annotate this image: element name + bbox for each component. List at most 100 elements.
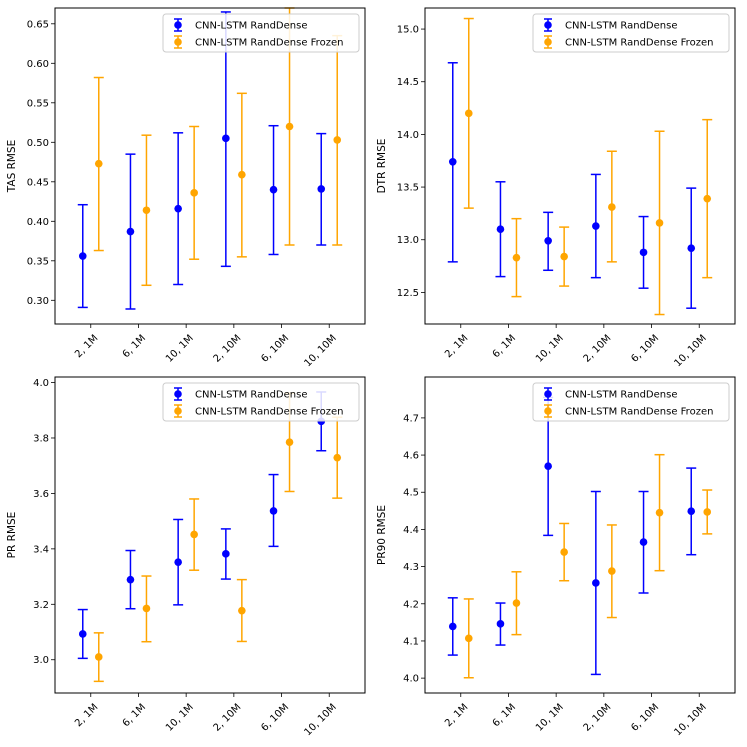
chart-panel-1: 0.30 0.35 0.40 0.45 0.50 0.55 0.60 0.65 2, 1M 6, …: [6, 7, 366, 369]
data-point: [560, 252, 568, 261]
y-tick-label: 4.5: [403, 488, 419, 499]
chart-panel-4: 4.0 4.1 4.2 4.3 4.4 4.5 4.6 4.7 2, 1M 6, 1M 10, 1M…: [376, 376, 736, 738]
data-point: [703, 194, 712, 203]
data-point: [687, 507, 696, 516]
y-tick-label: 4.4: [403, 525, 419, 536]
x-tick-label: 10, 10M: [673, 333, 709, 369]
legend: CNN-LSTM RandDense CNN-LSTM RandDense Fro…: [532, 13, 730, 53]
x-tick-label: 10, 1M: [534, 333, 566, 365]
data-point: [269, 507, 278, 515]
legend-label: CNN-LSTM RandDense Frozen: [195, 407, 343, 418]
legend-marker-icon: [544, 21, 552, 29]
y-tick-label: 4.3: [403, 562, 419, 573]
data-point: [639, 538, 648, 546]
data-point: [592, 222, 600, 230]
y-axis-label: PR RMSE: [6, 512, 18, 559]
y-tick-label: 3.0: [33, 655, 49, 666]
series-2: [463, 453, 713, 679]
y-axis-label: TAS RMSE: [6, 140, 18, 193]
data-point: [496, 620, 505, 628]
x-tick-label: 6, 1M: [121, 333, 148, 360]
x-tick-label: 2, 10M: [582, 702, 614, 734]
legend-marker-icon: [174, 407, 182, 415]
x-tick-label: 6, 1M: [121, 702, 148, 729]
data-point: [126, 227, 135, 236]
x-tick-label: 2, 1M: [443, 333, 470, 360]
series-1: [447, 62, 697, 309]
y-tick-label: 4.0: [33, 378, 49, 389]
data-point: [190, 530, 198, 539]
legend-marker-icon: [544, 38, 552, 46]
data-point: [94, 653, 103, 661]
x-tick-label: 6, 10M: [629, 333, 661, 365]
legend: CNN-LSTM RandDense CNN-LSTM RandDense Fro…: [532, 382, 730, 422]
y-tick-label: 0.35: [27, 256, 49, 267]
x-tick-label: 6, 1M: [491, 333, 518, 360]
x-tick-label: 10, 1M: [164, 333, 196, 365]
data-point: [544, 236, 552, 245]
chart-panel-2: 12.5 13.0 13.5 14.0 14.5 15.0 2, 1M 6, 1M 10, 1M…: [376, 7, 736, 369]
axes-frame: [424, 376, 736, 694]
series-1: [77, 11, 327, 310]
x-tick-label: 6, 10M: [259, 333, 291, 365]
x-tick-label: 2, 1M: [443, 702, 470, 729]
data-point: [448, 622, 457, 631]
series-2: [93, 7, 343, 287]
y-axis-label: DTR RMSE: [376, 139, 388, 194]
x-tick-label: 2, 10M: [582, 333, 614, 365]
data-point: [464, 634, 473, 643]
data-point: [285, 122, 294, 131]
x-tick-label: 10, 10M: [303, 333, 339, 369]
x-tick-label: 10, 10M: [303, 702, 339, 738]
data-point: [496, 225, 505, 233]
y-tick-label: 0.60: [27, 59, 49, 70]
data-point: [317, 185, 326, 193]
data-point: [333, 136, 342, 144]
legend-label: CNN-LSTM RandDense Frozen: [565, 407, 713, 418]
x-tick-label: 10, 1M: [164, 702, 196, 734]
data-point: [703, 508, 712, 516]
x-tick-label: 6, 10M: [629, 702, 661, 734]
x-tick-label: 2, 1M: [73, 702, 100, 729]
legend: CNN-LSTM RandDense CNN-LSTM RandDense Fro…: [162, 13, 360, 53]
data-point: [94, 159, 103, 168]
data-point: [448, 157, 457, 166]
data-point: [608, 567, 616, 575]
series-2: [463, 17, 713, 316]
legend-box: [532, 382, 730, 422]
x-tick-label: 6, 1M: [491, 702, 518, 729]
legend-marker-icon: [174, 21, 182, 29]
y-tick-label: 0.30: [27, 296, 49, 307]
x-tick-label: 2, 10M: [212, 702, 244, 734]
x-tick-label: 2, 1M: [73, 333, 100, 360]
data-point: [560, 548, 568, 556]
data-point: [142, 206, 151, 215]
legend-label: CNN-LSTM RandDense: [195, 390, 307, 401]
data-point: [238, 170, 246, 179]
legend: CNN-LSTM RandDense CNN-LSTM RandDense Fro…: [162, 382, 360, 422]
y-tick-label: 4.7: [403, 413, 419, 424]
y-tick-label: 4.1: [403, 636, 419, 647]
data-point: [655, 508, 664, 517]
legend-label: CNN-LSTM RandDense: [565, 21, 677, 32]
y-tick-label: 0.50: [27, 138, 49, 149]
y-tick-label: 0.40: [27, 217, 49, 228]
data-point: [190, 189, 198, 197]
legend-marker-icon: [174, 390, 182, 398]
data-point: [544, 462, 552, 471]
y-tick-label: 14.5: [397, 77, 419, 88]
legend-box: [162, 382, 360, 422]
y-tick-label: 3.6: [33, 489, 49, 500]
data-point: [126, 575, 135, 584]
x-tick-label: 6, 10M: [259, 702, 291, 734]
data-point: [333, 453, 342, 462]
y-tick-label: 13.0: [397, 235, 419, 246]
y-tick-label: 3.2: [33, 600, 49, 611]
legend-label: CNN-LSTM RandDense Frozen: [565, 38, 713, 49]
data-point: [238, 606, 246, 615]
data-point: [174, 204, 182, 213]
data-point: [78, 252, 87, 260]
data-point: [608, 203, 616, 211]
data-point: [655, 219, 664, 227]
